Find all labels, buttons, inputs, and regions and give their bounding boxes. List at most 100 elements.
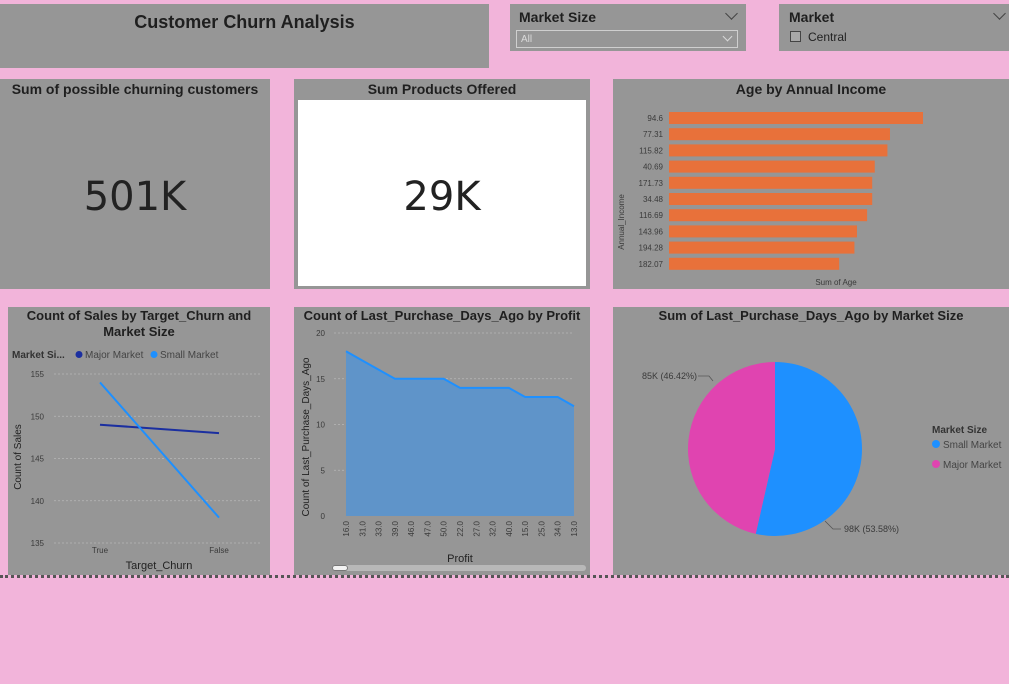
age-income-xlabel: Sum of Age [815,278,857,287]
purchase-profit-xlabel: Profit [447,553,473,565]
age-income-bar [669,112,923,124]
purchase-profit-ylabel: Count of Last_Purchase_Days_Ago [301,357,312,516]
market-size-slicer[interactable]: Market Size All [510,4,746,51]
sales-churn-chart-title-2: Market Size [103,324,175,339]
age-income-bar [669,160,875,173]
legend-marker [150,351,158,358]
x-tick-label: 25.0 [537,520,546,536]
bar-category-label: 182.07 [639,260,664,269]
age-income-bar [669,241,855,254]
bar-category-label: 171.73 [639,179,664,188]
horizontal-scrollbar[interactable] [332,565,586,571]
x-tick-label: 46.0 [407,520,416,536]
age-income-bar [669,209,868,222]
age-income-bar [669,176,873,189]
bar-category-label: 115.82 [639,146,663,155]
sales-churn-chart: Market Si... Count of Sales Target_Churn… [12,350,261,572]
pie-slice [688,362,775,534]
y-tick-label: 0 [321,512,326,521]
pie-market-chart-panel: Sum of Last_Purchase_Days_Ago by Market … [613,307,1009,575]
y-tick-label: 150 [31,412,45,421]
header-panel: Customer Churn Analysis [0,4,489,68]
page-divider [0,575,1009,578]
bar-category-label: 94.6 [647,114,663,123]
age-income-chart-title: Age by Annual Income [735,81,887,97]
x-tick-label: 34.0 [554,520,563,536]
products-offered-card: Sum Products Offered 29K [294,79,590,289]
series-line [99,423,220,435]
scrollbar-thumb[interactable] [332,565,348,571]
x-tick-label: 16.0 [342,520,351,536]
legend-title: Market Si... [12,350,65,361]
x-tick-label: 31.0 [358,520,367,536]
x-tick-label: 33.0 [375,520,384,536]
churning-customers-title: Sum of possible churning customers [11,81,259,97]
area-line [345,350,575,408]
pie-market-chart: 85K (46.42%) 98K (53.58%) Market Size Sm… [642,362,1002,536]
y-tick-label: 145 [31,455,45,464]
y-tick-label: 155 [31,370,45,379]
pie-label-small: 98K (53.58%) [844,524,899,534]
legend-marker [75,351,83,358]
bar-category-label: 40.69 [643,163,664,172]
y-tick-label: 140 [31,497,45,506]
churning-customers-value: 501K [83,174,187,220]
legend-label: Small Market [160,350,219,361]
pie-slice [755,362,863,536]
x-tick-label: 47.0 [423,520,432,536]
bar-category-label: 143.96 [639,227,664,236]
age-income-chart: Annual_Income Sum of Age 94.6 77.31 115.82… [617,112,923,287]
y-tick-label: 20 [316,329,325,338]
products-offered-value: 29K [403,174,481,220]
age-income-ylabel: Annual_Income [617,194,626,250]
dropdown-chevron-icon[interactable] [722,31,733,42]
x-tick-label: True [92,546,109,555]
bar-category-label: 194.28 [639,244,664,253]
market-size-slicer-title: Market Size [519,9,597,25]
bar-category-label: 116.69 [639,211,663,220]
market-size-dropdown[interactable]: All [516,30,738,48]
x-tick-label: 50.0 [440,520,449,536]
sales-churn-xlabel: Target_Churn [126,560,193,572]
legend-label: Major Market [85,350,144,361]
age-income-bar [669,257,840,270]
purchase-profit-chart-panel: Count of Last_Purchase_Days_Ago by Profi… [294,307,590,575]
x-tick-label: 27.0 [472,520,481,536]
central-option-label[interactable]: Central [808,30,847,44]
y-tick-label: 135 [31,539,45,548]
y-tick-label: 15 [316,375,325,384]
purchase-profit-chart-title: Count of Last_Purchase_Days_Ago by Profi… [303,308,581,323]
age-income-chart-panel: Age by Annual Income Annual_Income Sum o… [613,79,1009,289]
x-tick-label: 39.0 [391,520,400,536]
chevron-down-icon[interactable] [993,7,1006,20]
x-tick-label: 15.0 [521,520,530,536]
pie-label-major: 85K (46.42%) [642,371,697,381]
x-tick-label: 32.0 [489,520,498,536]
market-slicer-title: Market [789,9,835,25]
sales-churn-ylabel: Count of Sales [13,424,24,490]
chevron-down-icon[interactable] [725,7,738,20]
y-tick-label: 10 [316,421,325,430]
pie-legend-marker [932,460,940,468]
pie-legend-label: Major Market [943,460,1002,471]
age-income-bar [669,128,890,141]
market-size-dropdown-value: All [521,34,533,45]
pie-legend-title: Market Size [932,425,987,436]
products-offered-white-box: 29K [298,100,586,286]
bar-category-label: 34.48 [643,195,664,204]
area-fill [346,351,574,516]
market-slicer[interactable]: Market Central [779,4,1009,51]
x-tick-label: False [209,546,229,555]
pie-legend-marker [932,440,940,448]
page-title: Customer Churn Analysis [134,12,355,32]
products-offered-title: Sum Products Offered [367,81,517,97]
churning-customers-card: Sum of possible churning customers 501K [0,79,270,289]
x-tick-label: 13.0 [570,520,579,536]
x-tick-label: 22.0 [456,520,465,536]
pie-market-chart-title: Sum of Last_Purchase_Days_Ago by Market … [658,308,964,323]
y-tick-label: 5 [321,466,326,475]
series-line [99,381,220,519]
sales-churn-chart-panel: Count of Sales by Target_Churn and Marke… [8,307,270,575]
central-checkbox[interactable] [790,31,801,42]
purchase-profit-chart: Count of Last_Purchase_Days_Ago Profit 0… [301,329,579,565]
